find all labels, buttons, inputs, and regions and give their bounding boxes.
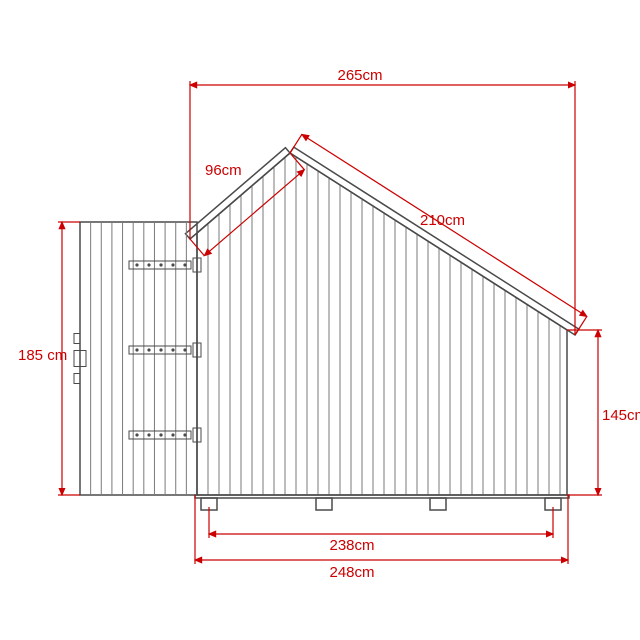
dimension-label: 248cm	[329, 564, 374, 581]
dimension-label: 96cm	[205, 162, 242, 179]
dimension-label: 238cm	[329, 537, 374, 554]
dimension-label: 145cm	[602, 407, 640, 424]
dimension-label: 210cm	[420, 212, 465, 229]
shed-dimension-diagram: 265cm 96cm 210cm 185 cm 145cm 238cm 248cm	[0, 0, 640, 640]
shed-outline	[185, 147, 578, 510]
dimension-label: 185 cm	[18, 347, 67, 364]
dimension-label: 265cm	[337, 67, 382, 84]
door	[74, 222, 201, 495]
